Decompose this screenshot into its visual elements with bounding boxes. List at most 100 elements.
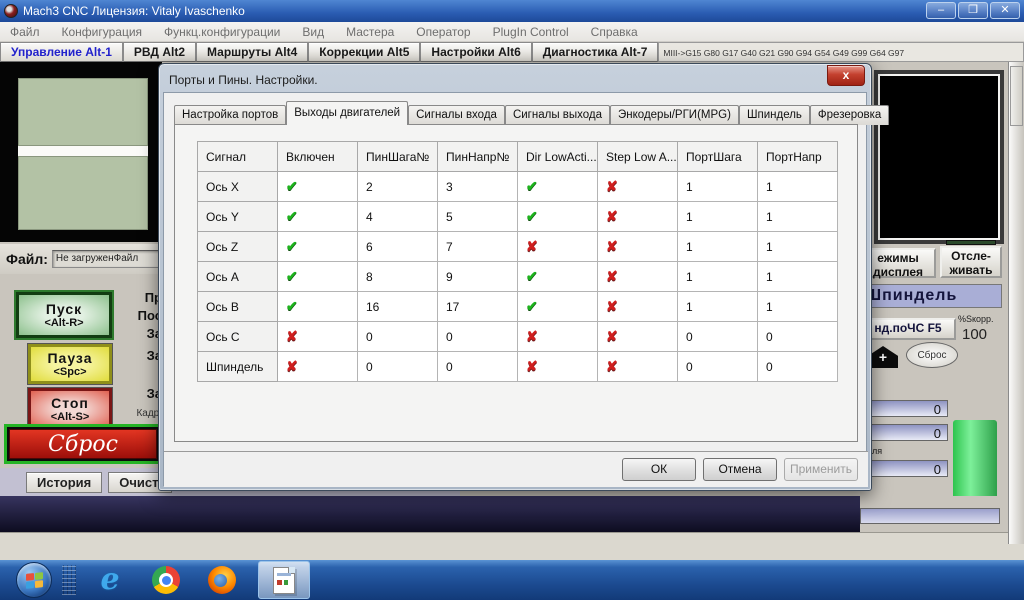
cross-icon[interactable]: ✘ (606, 238, 618, 254)
step-pin-cell[interactable]: 8 (357, 261, 438, 292)
step-port-cell[interactable]: 1 (677, 231, 758, 262)
enabled-cell[interactable]: ✔ (277, 261, 358, 292)
spindle-cw-button[interactable]: нд.поЧС F5 (860, 318, 956, 340)
dir-port-cell[interactable]: 1 (757, 261, 838, 292)
disabled-cell[interactable]: ✘ (597, 171, 678, 202)
dir-pin-cell[interactable]: 9 (437, 261, 518, 292)
spindle-value-field-2[interactable]: 0 (860, 460, 948, 477)
dialog-tab[interactable]: Сигналы входа (408, 105, 505, 125)
start-button[interactable] (16, 562, 52, 598)
cross-icon[interactable]: ✘ (606, 208, 618, 224)
dir-pin-cell[interactable]: 5 (437, 201, 518, 232)
check-icon[interactable]: ✔ (286, 238, 298, 254)
check-icon[interactable]: ✔ (526, 268, 538, 284)
cross-icon[interactable]: ✘ (526, 328, 538, 344)
dialog-tab[interactable]: Сигналы выхода (504, 105, 611, 125)
enabled-cell[interactable]: ✔ (277, 291, 358, 322)
menu-item[interactable]: Справка (590, 24, 638, 39)
check-icon[interactable]: ✔ (286, 268, 298, 284)
dir-port-cell[interactable]: 1 (757, 201, 838, 232)
step-pin-cell[interactable]: 6 (357, 231, 438, 262)
vertical-scrollbar[interactable] (1008, 62, 1024, 544)
dir-pin-cell[interactable]: 3 (437, 171, 518, 202)
dir-pin-cell[interactable]: 7 (437, 231, 518, 262)
enabled-cell[interactable]: ✔ (517, 171, 598, 202)
menu-item[interactable]: Оператор (416, 24, 471, 39)
dir-pin-cell[interactable]: 17 (437, 291, 518, 322)
screen-tab[interactable]: Управление Alt-1 (0, 42, 123, 62)
display-modes-button[interactable]: ежимы дисплея (860, 248, 936, 279)
enabled-cell[interactable]: ✔ (517, 201, 598, 232)
menu-item[interactable]: Файл (10, 24, 40, 39)
spindle-rpm-field[interactable]: 0 (860, 400, 948, 417)
disabled-cell[interactable]: ✘ (277, 321, 358, 352)
mach3-taskbar-button[interactable] (258, 561, 310, 599)
emergency-reset-button[interactable]: Сброс (4, 424, 162, 464)
history-button[interactable]: История (26, 471, 103, 493)
step-pin-cell[interactable]: 2 (357, 171, 438, 202)
clear-status-button[interactable]: Очист. (108, 471, 172, 493)
cross-icon[interactable]: ✘ (286, 358, 298, 374)
dir-port-cell[interactable]: 1 (757, 171, 838, 202)
dialog-close-button[interactable]: x (827, 65, 865, 86)
follow-button[interactable]: Отсле- живать (940, 246, 1002, 278)
check-icon[interactable]: ✔ (286, 208, 298, 224)
dir-port-cell[interactable]: 0 (757, 351, 838, 382)
disabled-cell[interactable]: ✘ (597, 261, 678, 292)
disabled-cell[interactable]: ✘ (597, 231, 678, 262)
disabled-cell[interactable]: ✘ (597, 351, 678, 382)
cross-icon[interactable]: ✘ (606, 298, 618, 314)
disabled-cell[interactable]: ✘ (597, 321, 678, 352)
enabled-cell[interactable]: ✔ (277, 231, 358, 262)
dialog-tab[interactable]: Энкодеры/РГИ(MPG) (610, 105, 739, 125)
ok-button[interactable]: ОК (622, 458, 696, 481)
file-name-field[interactable]: Не загруженФайл (51, 250, 162, 268)
screen-tab[interactable]: Настройки Alt6 (420, 42, 532, 62)
close-button[interactable]: ✕ (990, 2, 1020, 19)
step-port-cell[interactable]: 1 (677, 201, 758, 232)
dir-pin-cell[interactable]: 0 (437, 351, 518, 382)
cross-icon[interactable]: ✘ (606, 268, 618, 284)
dir-port-cell[interactable]: 1 (757, 231, 838, 262)
enabled-cell[interactable]: ✔ (277, 201, 358, 232)
screen-tab[interactable]: Диагностика Alt-7 (531, 42, 659, 62)
menu-item[interactable]: Вид (302, 24, 325, 39)
spindle-reset-button[interactable]: Сброс (906, 342, 958, 368)
step-port-cell[interactable]: 0 (677, 351, 758, 382)
check-icon[interactable]: ✔ (286, 178, 298, 194)
check-icon[interactable]: ✔ (286, 298, 298, 314)
step-pin-cell[interactable]: 16 (357, 291, 438, 322)
step-pin-cell[interactable]: 4 (357, 201, 438, 232)
disabled-cell[interactable]: ✘ (517, 351, 598, 382)
disabled-cell[interactable]: ✘ (597, 291, 678, 322)
cross-icon[interactable]: ✘ (286, 328, 298, 344)
dialog-titlebar[interactable]: Порты и Пины. Настройки. x (163, 65, 867, 92)
disabled-cell[interactable]: ✘ (517, 321, 598, 352)
spindle-up-icon[interactable]: + (868, 346, 898, 368)
step-pin-cell[interactable]: 0 (357, 321, 438, 352)
step-port-cell[interactable]: 1 (677, 171, 758, 202)
disabled-cell[interactable]: ✘ (277, 351, 358, 382)
dialog-tab[interactable]: Фрезеровка (809, 105, 890, 125)
step-pin-cell[interactable]: 0 (357, 351, 438, 382)
cycle-start-button[interactable]: Пуск <Alt-R> (14, 290, 114, 340)
step-port-cell[interactable]: 1 (677, 261, 758, 292)
dialog-tab[interactable]: Шпиндель (738, 105, 810, 125)
dialog-tab[interactable]: Выходы двигателей (286, 101, 409, 125)
enabled-cell[interactable]: ✔ (517, 291, 598, 322)
enabled-cell[interactable]: ✔ (277, 171, 358, 202)
disabled-cell[interactable]: ✘ (597, 201, 678, 232)
dialog-tab[interactable]: Настройка портов (174, 105, 287, 125)
feed-hold-button[interactable]: Пауза <Spc> (27, 343, 113, 385)
menu-item[interactable]: Конфигурация (61, 24, 143, 39)
menu-item[interactable]: PlugIn Control (492, 24, 569, 39)
step-port-cell[interactable]: 1 (677, 291, 758, 322)
cross-icon[interactable]: ✘ (526, 358, 538, 374)
screen-tab[interactable]: Маршруты Alt4 (196, 42, 309, 62)
internet-explorer-icon[interactable]: e (100, 562, 120, 597)
scrollbar-thumb[interactable] (1010, 66, 1023, 126)
cross-icon[interactable]: ✘ (606, 358, 618, 374)
spindle-value-field[interactable]: 0 (860, 424, 948, 441)
check-icon[interactable]: ✔ (526, 178, 538, 194)
check-icon[interactable]: ✔ (526, 208, 538, 224)
